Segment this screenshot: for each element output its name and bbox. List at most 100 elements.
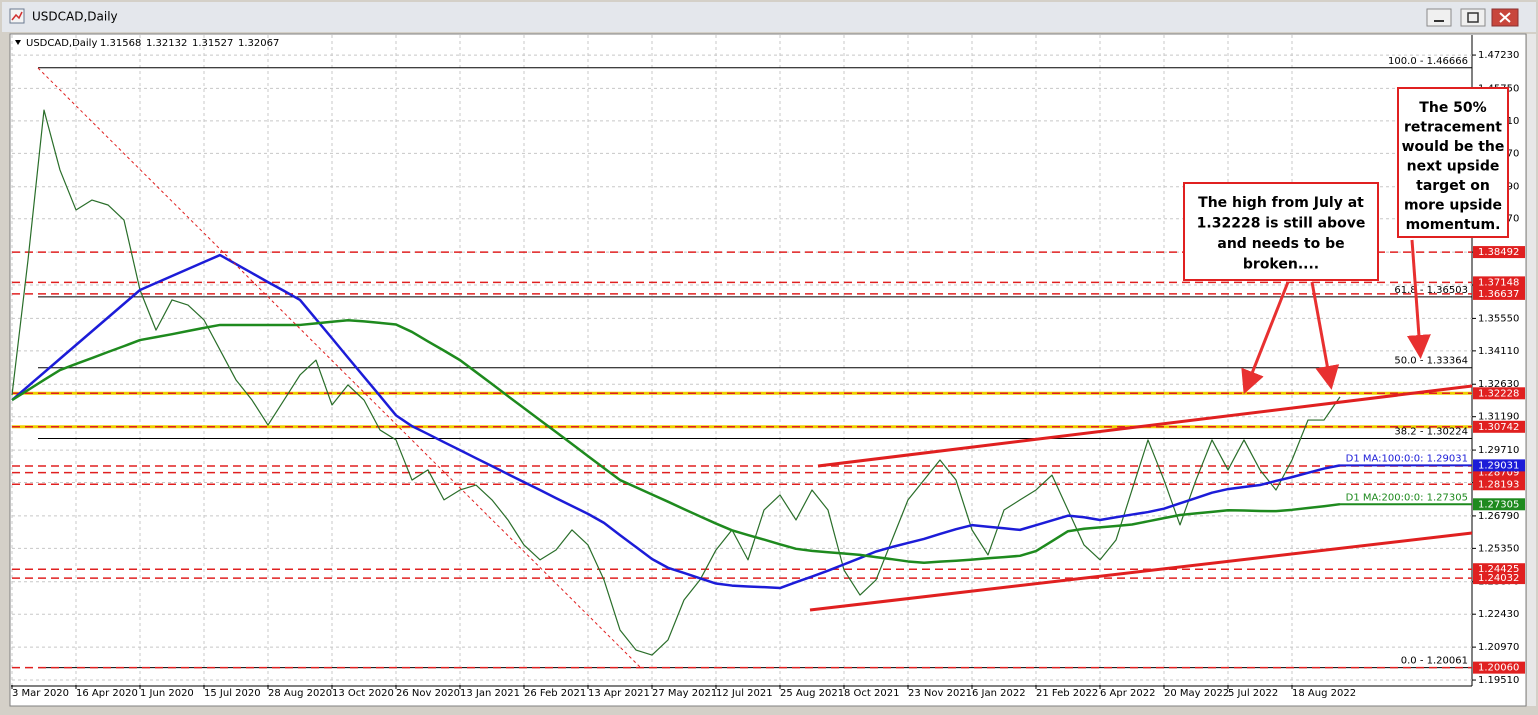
level-label-box [1473,420,1525,433]
fibonacci-label: 0.0 - 1.20061 [1401,656,1468,667]
x-tick-label: 27 May 2021 [652,688,717,699]
y-tick-label: 1.47230 [1478,50,1519,61]
price-line [11,109,1341,656]
channel-lower-line [809,531,1473,612]
level-label-box [1473,246,1525,259]
window-title: USDCAD,Daily [32,10,118,24]
scrollbar [1527,34,1536,706]
x-tick-label: 1 Jun 2020 [140,688,194,699]
ma-label-box [1473,459,1525,472]
level-label-box [1473,661,1525,674]
level-label: 1.32228 [1478,388,1519,399]
annotation-box [1397,87,1509,238]
level-label: 1.37148 [1478,277,1519,288]
annotation-text: target on [1416,178,1490,194]
moving-average-line [11,253,1341,590]
annotation-text: would be the [1402,139,1505,155]
level-label: 1.24425 [1478,564,1519,575]
y-tick-label: 1.34110 [1478,346,1519,357]
chart-area [9,33,1527,707]
x-tick-label: 3 Mar 2020 [12,688,69,699]
label-layer: 1.472301.457501.443101.428701.413901.399… [11,50,1525,699]
x-tick-label: 26 Nov 2020 [396,688,460,699]
level-label: 1.30742 [1478,422,1519,433]
level-label: 1.24032 [1478,573,1519,584]
x-tick-label: 28 Aug 2020 [268,688,332,699]
x-tick-label: 8 Oct 2021 [844,688,899,699]
restore-button[interactable] [1460,8,1486,27]
x-tick-label: 13 Jan 2021 [460,688,520,699]
level-label-box [1473,276,1525,289]
x-tick-label: 13 Apr 2021 [588,688,650,699]
level-label-box [1473,387,1525,400]
background-layer [11,35,1472,685]
level-label-box [1473,478,1525,491]
ohlc-value: 1.32067 [238,38,279,49]
series-name: D1 MA:100:0:0: 1.29031 [1346,453,1468,464]
y-tick-label: 1.19510 [1478,675,1519,686]
x-tick-label: 26 Feb 2021 [524,688,586,699]
fibonacci-label: 50.0 - 1.33364 [1394,356,1468,367]
fibonacci-label: 38.2 - 1.30224 [1394,426,1468,437]
annotation-texts: The high from July at 1.32228 is still ab… [1197,100,1505,273]
ma-label: 1.29031 [1478,460,1519,471]
x-tick-label: 23 Nov 2021 [908,688,972,699]
level-label: 1.38492 [1478,247,1519,258]
annotation-text: next upside [1407,159,1500,175]
ohlc-value: 1.31527 [192,38,233,49]
annotation-text: The high from July at [1198,195,1364,211]
annotation-box [1183,182,1379,281]
x-tick-label: 12 Jul 2021 [716,688,773,699]
window-icon-glyph [11,11,23,21]
annotation-arrow [1241,281,1290,395]
x-tick-label: 20 May 2022 [1164,688,1229,699]
level-label-box [1473,287,1525,300]
series-layer [11,109,1472,656]
level-label-box [1473,572,1525,585]
ohlc-value: 1.31568 [100,38,141,49]
level-label: 1.36637 [1478,289,1519,300]
annotation-text: retracement [1404,120,1502,136]
annotation-arrow [1310,281,1340,390]
annotation-text: The 50% [1419,100,1486,116]
series-name: D1 MA:200:0:0: 1.27305 [1346,492,1468,503]
chart-symbol: USDCAD,Daily [26,38,97,49]
y-tick-label: 1.20970 [1478,642,1519,653]
y-tick-label: 1.26790 [1478,511,1519,522]
ohlc-value: 1.32132 [146,38,187,49]
window-buttons[interactable] [1426,8,1519,27]
level-label: 1.28193 [1478,479,1519,490]
y-tick-label: 1.25350 [1478,543,1519,554]
y-tick-label: 1.22430 [1478,609,1519,620]
ma-label: 1.27305 [1478,499,1519,510]
x-tick-label: 21 Feb 2022 [1036,688,1098,699]
annotation-text: and needs to be [1217,236,1344,252]
y-tick-label: 1.29710 [1478,445,1519,456]
collapse-triangle [15,40,21,45]
fibonacci-label: 100.0 - 1.46666 [1388,56,1468,67]
fibonacci-label: 61.8 - 1.36503 [1394,285,1468,296]
annotation-text: broken.... [1243,257,1319,273]
x-tick-label: 6 Jan 2022 [972,688,1026,699]
close-glyph [1499,12,1511,23]
x-tick-label: 5 Jul 2022 [1228,688,1278,699]
annotation-text: momentum. [1406,217,1501,233]
level-label: 1.20060 [1478,663,1519,674]
restore-glyph [1467,12,1479,23]
title-bar [2,2,1536,32]
annotation-arrow [1406,239,1431,359]
annotations: The high from July at 1.32228 is still ab… [1183,87,1509,395]
y-tick-label: 1.35550 [1478,313,1519,324]
x-tick-label: 16 Apr 2020 [76,688,138,699]
x-tick-label: 6 Apr 2022 [1100,688,1155,699]
y-tick-label: 1.32630 [1478,379,1519,390]
channel-upper-line [817,384,1473,468]
x-tick-label: 18 Aug 2022 [1292,688,1356,699]
x-tick-label: 15 Jul 2020 [204,688,261,699]
minimize-button[interactable] [1426,8,1452,27]
ma-label-box [1473,498,1525,511]
y-tick-label: 1.31190 [1478,412,1519,423]
x-tick-label: 25 Aug 2021 [780,688,844,699]
